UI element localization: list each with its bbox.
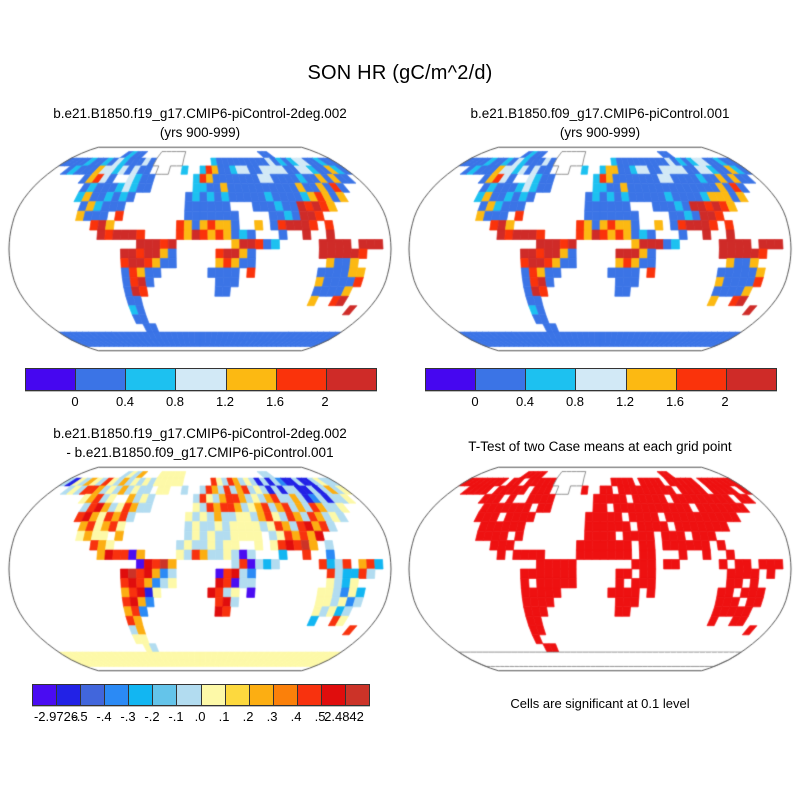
colorbar-segment: [26, 369, 77, 390]
panel-title-line2: - b.e21.B1850.f09_g17.CMIP6-piControl.00…: [66, 444, 334, 460]
colorbar-tick-label: 2: [721, 394, 729, 409]
colorbar-segment: [626, 369, 677, 390]
colorbar-tick-label: 0.4: [115, 394, 135, 409]
significance-caption: Cells are significant at 0.1 level: [510, 696, 690, 711]
colorbar-case1: [25, 368, 377, 391]
colorbar-difference: [32, 684, 370, 706]
colorbar-segment: [576, 369, 627, 390]
colorbar-segment: [297, 685, 322, 705]
colorbar-tick-label: 2: [321, 394, 329, 409]
colorbar-tick-label: -.2: [144, 709, 160, 724]
colorbar-segment: [321, 685, 347, 705]
colorbar-tick-label: 0: [471, 394, 479, 409]
colorbar-tick-label: .4: [290, 709, 302, 724]
colorbar-ticks-difference: -2.9726 -.5 -.4 -.3 -.2 -.1 .0 .1 .2 .3 .4 .5 2.4842: [6, 709, 394, 727]
colorbar-tick-label: -.3: [120, 709, 136, 724]
colorbar-tick-label: .0: [194, 709, 206, 724]
colorbar-segment: [57, 685, 82, 705]
colorbar-tick-label: 1.2: [215, 394, 235, 409]
figure-title: SON HR (gC/m^2/d): [307, 62, 493, 84]
colorbar-segment: [249, 685, 274, 705]
colorbar-segment: [201, 685, 226, 705]
colorbar-tick-label: .2: [242, 709, 254, 724]
colorbar-segment: [226, 369, 277, 390]
panel-title-line1: T-Test of two Case means at each grid po…: [468, 439, 732, 454]
colorbar-segment: [105, 685, 130, 705]
colorbar-segment: [153, 685, 178, 705]
colorbar-ticks-case2: 0 0.4 0.8 1.2 1.6 2: [406, 394, 794, 412]
map-canvas-case1: [6, 146, 394, 352]
colorbar-segment: [76, 369, 127, 390]
colorbar-segment: [225, 685, 250, 705]
colorbar-segment: [176, 369, 227, 390]
colorbar-tick-label: -2.9726: [33, 709, 79, 724]
colorbar-segment: [676, 369, 727, 390]
map-canvas-case2: [406, 146, 794, 352]
colorbar-tick-label: .1: [218, 709, 230, 724]
map-canvas-difference: [6, 466, 394, 672]
panel-title: T-Test of two Case means at each grid po…: [406, 425, 794, 457]
colorbar-segment: [326, 369, 376, 390]
colorbar-segment: [273, 685, 298, 705]
colorbar-tick-label: 0: [71, 394, 79, 409]
colorbar-segment: [726, 369, 776, 390]
colorbar-segment: [346, 685, 370, 705]
colorbar-segment: [526, 369, 577, 390]
colorbar-segment: [476, 369, 527, 390]
colorbar-tick-label: 0.8: [165, 394, 185, 409]
panel-ttest: T-Test of two Case means at each grid po…: [406, 422, 794, 742]
colorbar-tick-label: -.5: [72, 709, 88, 724]
panel-case2: b.e21.B1850.f09_g17.CMIP6-piControl.001 …: [406, 102, 794, 422]
colorbar-tick-label: .5: [314, 709, 326, 724]
panel-title-line1: b.e21.B1850.f19_g17.CMIP6-piControl-2deg…: [53, 426, 347, 441]
colorbar-segment: [126, 369, 177, 390]
panel-title-line1: b.e21.B1850.f09_g17.CMIP6-piControl.001: [470, 106, 730, 121]
colorbar-tick-label: 0.8: [565, 394, 585, 409]
colorbar-tick-label: 1.6: [665, 394, 685, 409]
colorbar-tick-label: -.1: [168, 709, 184, 724]
colorbar-ticks-case1: 0 0.4 0.8 1.2 1.6 2: [6, 394, 394, 412]
panel-case1: b.e21.B1850.f19_g17.CMIP6-piControl-2deg…: [6, 102, 394, 422]
panel-title-line2: (yrs 900-999): [159, 124, 241, 140]
colorbar-tick-label: 1.2: [615, 394, 635, 409]
map-canvas-ttest: [406, 466, 794, 672]
panel-title-line2: (yrs 900-999): [559, 124, 641, 140]
panel-title: b.e21.B1850.f09_g17.CMIP6-piControl.001 …: [406, 105, 794, 142]
colorbar-segment: [426, 369, 477, 390]
colorbar-segment: [129, 685, 154, 705]
colorbar-tick-label: 0.4: [515, 394, 535, 409]
panel-title: b.e21.B1850.f19_g17.CMIP6-piControl-2deg…: [6, 425, 394, 462]
colorbar-segment: [33, 685, 58, 705]
colorbar-tick-label: 2.4842: [324, 709, 364, 724]
colorbar-tick-label: .3: [266, 709, 278, 724]
colorbar-segment: [276, 369, 327, 390]
colorbar-segment: [81, 685, 106, 705]
colorbar-case2: [425, 368, 777, 391]
panel-title: b.e21.B1850.f19_g17.CMIP6-piControl-2deg…: [6, 105, 394, 142]
panel-difference: b.e21.B1850.f19_g17.CMIP6-piControl-2deg…: [6, 422, 394, 742]
panel-title-line1: b.e21.B1850.f19_g17.CMIP6-piControl-2deg…: [53, 106, 347, 121]
colorbar-tick-label: -.4: [96, 709, 112, 724]
colorbar-tick-label: 1.6: [265, 394, 285, 409]
colorbar-segment: [177, 685, 202, 705]
